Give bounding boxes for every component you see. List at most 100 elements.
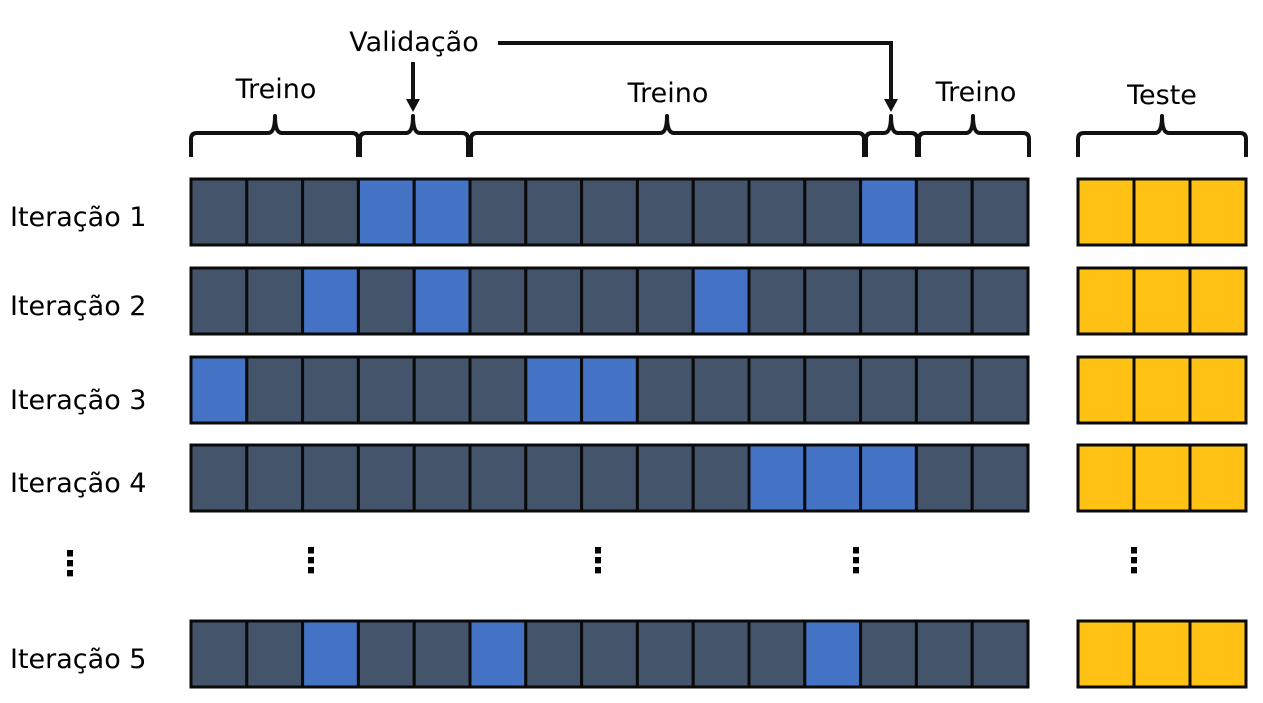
train-fold-cell <box>580 266 639 336</box>
test-fold-cell <box>1076 619 1136 689</box>
iteration-label: Iteração 4 <box>10 468 146 499</box>
ellipsis-train-col-1: ⋮ <box>294 541 328 581</box>
test-fold-cell <box>1132 443 1192 513</box>
train-fold-cell <box>970 177 1030 247</box>
brace-train-mid <box>469 114 866 157</box>
train-fold-cell <box>635 266 695 336</box>
train-fold-cell <box>245 443 305 513</box>
train-fold-cell <box>580 443 639 513</box>
ellipsis-test-col: ⋮ <box>1117 541 1151 581</box>
train-fold-cell <box>747 355 807 425</box>
validation-fold-cell <box>803 443 863 513</box>
train-fold-cell <box>468 355 528 425</box>
iteration-row: Iteração 3 <box>10 355 1248 425</box>
validation-fold-cell <box>468 619 528 689</box>
test-fold-cell <box>1132 355 1192 425</box>
iteration-row: Iteração 4 <box>10 443 1248 513</box>
train-fold-cell <box>747 177 807 247</box>
test-fold-cell <box>1132 177 1192 247</box>
train-fold-cell <box>803 177 863 247</box>
iteration-label: Iteração 5 <box>10 644 146 675</box>
train-fold-cell <box>914 177 974 247</box>
train-fold-cell <box>691 619 751 689</box>
train-fold-cell <box>189 443 249 513</box>
train-fold-cell <box>691 443 751 513</box>
validation-header: Validação <box>349 27 479 58</box>
ellipsis-train-col-2: ⋮ <box>581 541 615 581</box>
train-fold-cell <box>635 619 695 689</box>
train-fold-cell <box>970 355 1030 425</box>
test-fold-cell <box>1188 443 1248 513</box>
ellipsis-label-col: ⋮ <box>53 544 87 584</box>
train-fold-cell <box>301 443 360 513</box>
train-fold-cell <box>468 443 528 513</box>
train-fold-cell <box>412 355 472 425</box>
train-fold-cell <box>356 266 416 336</box>
train-fold-cell <box>301 177 360 247</box>
train-fold-cell <box>635 443 695 513</box>
test-fold-cell <box>1076 177 1136 247</box>
validation-arrow-right-path <box>498 41 893 100</box>
train-fold-cell <box>189 177 249 247</box>
train-fold-cell <box>356 355 416 425</box>
train-fold-cell <box>970 619 1030 689</box>
validation-arrowhead-right <box>884 99 898 112</box>
test-fold-cell <box>1076 355 1136 425</box>
train-fold-cell <box>859 266 918 336</box>
train-fold-cell <box>580 619 639 689</box>
validation-arrows <box>411 41 893 100</box>
iteration-label: Iteração 3 <box>10 385 146 416</box>
train-fold-cell <box>245 177 305 247</box>
train-fold-cell <box>301 355 360 425</box>
validation-fold-cell <box>859 443 918 513</box>
train-fold-cell <box>914 619 974 689</box>
validation-fold-cell <box>580 355 639 425</box>
train-fold-cell <box>970 443 1030 513</box>
iteration-row: Iteração 1 <box>10 177 1248 247</box>
iteration-label: Iteração 2 <box>10 291 146 322</box>
test-fold-cell <box>1132 266 1192 336</box>
train-fold-cell <box>412 619 472 689</box>
train-fold-cell <box>747 619 807 689</box>
validation-fold-cell <box>747 443 807 513</box>
iteration-label: Iteração 1 <box>10 202 146 233</box>
validation-fold-cell <box>524 355 584 425</box>
brace-validation-right <box>864 114 919 157</box>
train-fold-cell <box>803 355 863 425</box>
train-fold-cell <box>635 177 695 247</box>
train-fold-cell <box>747 266 807 336</box>
validation-fold-cell <box>803 619 863 689</box>
test-fold-cell <box>1132 619 1192 689</box>
train-fold-cell <box>524 177 584 247</box>
validation-fold-cell <box>356 177 416 247</box>
iteration-rows: Iteração 1 Iteração 2 Iteração 3 Iteração 4… <box>10 177 1248 689</box>
train-header-right: Treino <box>935 77 1017 108</box>
train-header-left: Treino <box>235 74 317 105</box>
train-fold-cell <box>691 177 751 247</box>
train-fold-cell <box>468 266 528 336</box>
train-fold-cell <box>245 619 305 689</box>
validation-fold-cell <box>301 266 360 336</box>
test-fold-cell <box>1188 619 1248 689</box>
test-header: Teste <box>1126 80 1197 111</box>
validation-fold-cell <box>691 266 751 336</box>
validation-fold-cell <box>189 355 249 425</box>
test-fold-cell <box>1188 177 1248 247</box>
train-fold-cell <box>691 355 751 425</box>
train-fold-cell <box>914 443 974 513</box>
brace-validation-left <box>358 114 470 157</box>
train-fold-cell <box>412 443 472 513</box>
test-fold-cell <box>1076 443 1136 513</box>
validation-fold-cell <box>301 619 360 689</box>
validation-fold-cell <box>412 177 472 247</box>
validation-fold-cell <box>412 266 472 336</box>
ellipsis-row: ⋮ ⋮ ⋮ ⋮ ⋮ <box>53 541 1151 584</box>
brace-test <box>1076 114 1248 157</box>
train-fold-cell <box>524 443 584 513</box>
train-fold-cell <box>524 619 584 689</box>
test-fold-cell <box>1188 355 1248 425</box>
brace-train-right <box>917 114 1031 157</box>
train-fold-cell <box>859 619 918 689</box>
train-fold-cell <box>524 266 584 336</box>
